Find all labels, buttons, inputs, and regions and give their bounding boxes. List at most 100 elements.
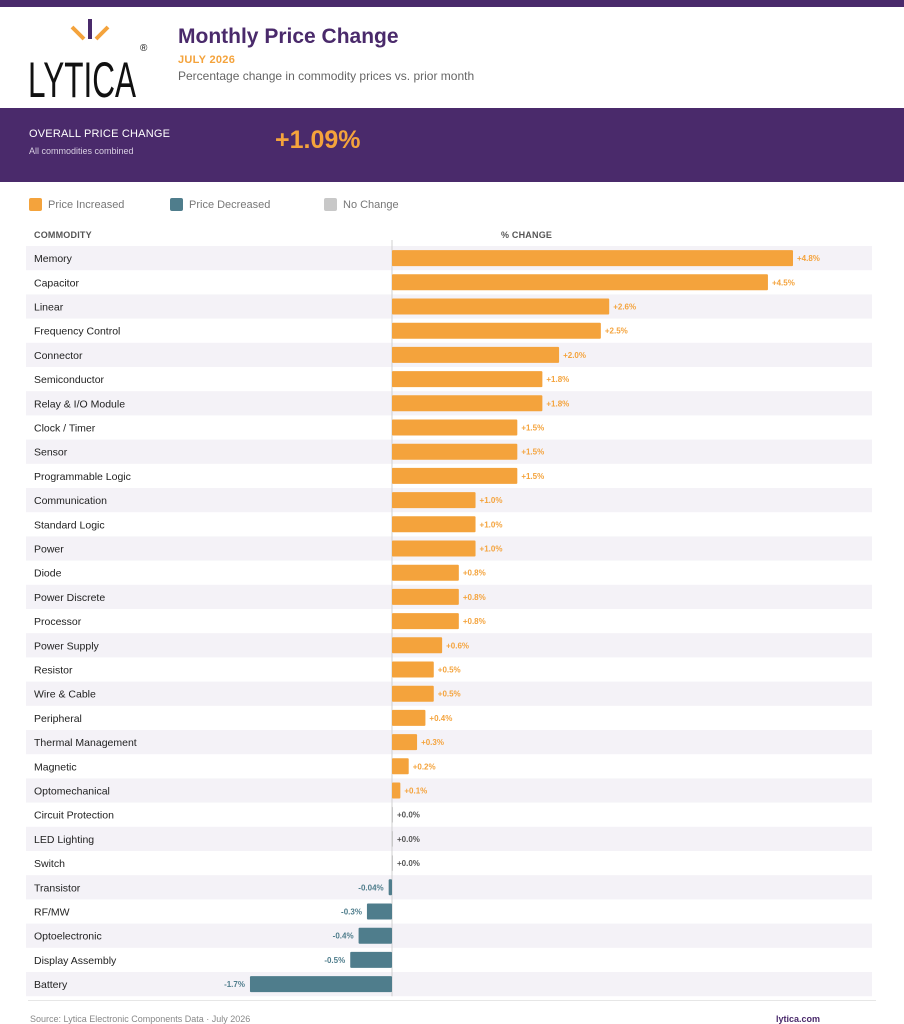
bar xyxy=(392,419,518,436)
commodity-label: Power xyxy=(34,544,64,556)
commodity-label: Standard Logic xyxy=(34,519,105,531)
commodity-label: Wire & Cable xyxy=(34,689,96,701)
bar xyxy=(388,879,392,896)
commodity-label: Frequency Control xyxy=(34,326,120,338)
commodity-label: Relay & I/O Module xyxy=(34,398,125,410)
commodity-label: LED Lighting xyxy=(34,834,94,846)
footer-divider xyxy=(28,1000,876,1001)
commodity-label: Semiconductor xyxy=(34,374,105,386)
commodity-label: Connector xyxy=(34,350,83,362)
bar xyxy=(392,540,476,557)
bar xyxy=(350,951,392,968)
svg-text:LYTICA: LYTICA xyxy=(28,52,136,103)
row-background xyxy=(26,633,872,658)
chart-legend: Price Increased Price Decreased No Chang… xyxy=(29,198,629,214)
column-header-change: % CHANGE xyxy=(501,230,553,240)
bar xyxy=(392,588,459,605)
page-title: Monthly Price Change xyxy=(178,25,399,48)
commodity-label: Peripheral xyxy=(34,713,82,725)
bar xyxy=(358,927,392,944)
bar xyxy=(392,758,409,775)
bar-value-label: +1.5% xyxy=(521,472,544,481)
bar-value-label: +1.0% xyxy=(480,496,503,505)
commodity-label: Programmable Logic xyxy=(34,471,131,483)
bar-value-label: +0.8% xyxy=(463,569,486,578)
bar-value-label: +2.6% xyxy=(613,303,636,312)
bar xyxy=(392,637,443,654)
commodity-label: RF/MW xyxy=(34,907,70,919)
bar-value-label: -0.4% xyxy=(333,932,354,941)
commodity-label: Transistor xyxy=(34,882,81,894)
lytica-logo-graphic: LYTICA ® xyxy=(28,19,148,103)
bar-value-label: +1.5% xyxy=(521,448,544,457)
bar xyxy=(392,322,601,339)
bar-value-label: +2.0% xyxy=(563,351,586,360)
legend-increase: Price Increased xyxy=(29,198,124,211)
commodity-label: Circuit Protection xyxy=(34,810,114,822)
bar-value-label: +4.8% xyxy=(797,254,820,263)
bar xyxy=(392,661,434,678)
row-background xyxy=(26,681,872,706)
row-background xyxy=(26,730,872,755)
svg-text:®: ® xyxy=(140,43,148,54)
bar xyxy=(392,709,426,726)
bar xyxy=(392,734,418,751)
bar xyxy=(392,371,543,388)
bar xyxy=(392,274,768,291)
bar-value-label: +0.0% xyxy=(397,859,420,868)
bar xyxy=(392,564,459,581)
bar-value-label: +0.0% xyxy=(397,835,420,844)
overall-sublabel: All commodities combined xyxy=(29,146,134,156)
legend-swatch-nochange xyxy=(324,198,337,211)
legend-swatch-decrease xyxy=(170,198,183,211)
commodity-label: Magnetic xyxy=(34,761,77,773)
row-background xyxy=(26,923,872,948)
commodity-label: Battery xyxy=(34,979,68,991)
bar-value-label: +1.5% xyxy=(521,424,544,433)
commodity-label: Thermal Management xyxy=(34,737,137,749)
bar xyxy=(392,492,476,509)
bar-value-label: +1.8% xyxy=(546,375,569,384)
legend-label-increase: Price Increased xyxy=(48,198,125,211)
bar-value-label: +0.3% xyxy=(421,738,444,747)
commodity-label: Resistor xyxy=(34,665,73,677)
bar-value-label: -0.3% xyxy=(341,908,362,917)
page-description: Percentage change in commodity prices vs… xyxy=(178,69,475,83)
legend-swatch-increase xyxy=(29,198,42,211)
bar xyxy=(392,395,543,412)
bar-value-label: +1.0% xyxy=(480,520,503,529)
bar xyxy=(392,516,476,533)
commodity-label: Capacitor xyxy=(34,277,79,289)
row-background xyxy=(26,972,872,997)
bar xyxy=(392,467,518,484)
top-accent-strip xyxy=(0,0,904,7)
commodity-label: Communication xyxy=(34,495,107,507)
bar-value-label: +1.0% xyxy=(480,545,503,554)
overall-summary-band: OVERALL PRICE CHANGE All commodities com… xyxy=(0,108,904,182)
bar-value-label: +0.2% xyxy=(413,762,436,771)
commodity-label: Linear xyxy=(34,302,64,314)
bar xyxy=(392,298,610,315)
bar xyxy=(391,806,393,823)
commodity-label: Sensor xyxy=(34,447,68,459)
legend-nochange: No Change xyxy=(324,198,399,211)
bar xyxy=(392,443,518,460)
bar xyxy=(249,976,392,993)
bar xyxy=(392,346,560,363)
bar-value-label: +0.6% xyxy=(446,641,469,650)
commodity-label: Power Supply xyxy=(34,640,100,652)
report-month: JULY 2026 xyxy=(178,54,236,66)
footer-site-link[interactable]: lytica.com xyxy=(776,1014,821,1024)
overall-label: OVERALL PRICE CHANGE xyxy=(29,128,171,140)
legend-label-nochange: No Change xyxy=(343,198,399,211)
bar-value-label: +1.8% xyxy=(546,399,569,408)
bar xyxy=(391,830,393,847)
bar xyxy=(392,250,793,267)
bar-value-label: +2.5% xyxy=(605,327,628,336)
bar xyxy=(392,685,434,702)
bar-value-label: +4.5% xyxy=(772,278,795,287)
row-background xyxy=(26,778,872,803)
bar-value-label: -0.5% xyxy=(324,956,345,965)
bar-value-label: +0.0% xyxy=(397,811,420,820)
commodity-label: Memory xyxy=(34,253,73,265)
